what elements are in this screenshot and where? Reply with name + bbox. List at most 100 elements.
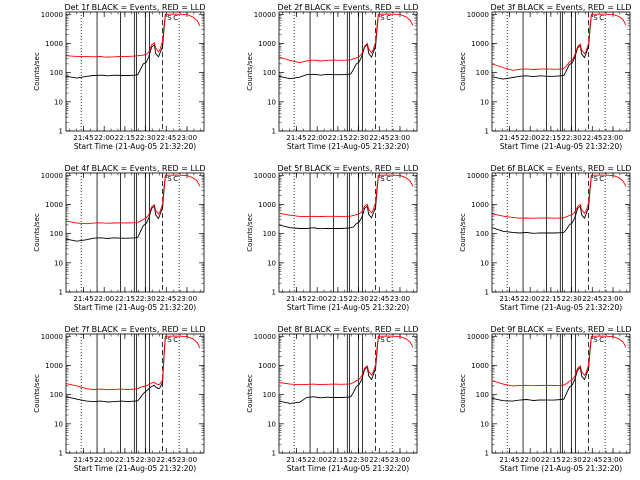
y-tick-label: 10000 xyxy=(254,172,276,180)
detector-panel-5: Det 5f BLACK = Events, RED = LLD 1 10 100 10… xyxy=(246,164,419,312)
y-tick-label: 100 xyxy=(50,391,63,399)
y-axis-label: Counts/sec xyxy=(246,52,254,91)
panel-title: Det 4f BLACK = Events, RED = LLD xyxy=(64,164,205,173)
series-lld xyxy=(492,174,627,219)
x-tick-label: 22:30 xyxy=(348,295,368,303)
y-tick-label: 1 xyxy=(485,450,489,458)
x-tick-label: 22:15 xyxy=(328,134,348,142)
y-tick-label: 1000 xyxy=(258,201,276,209)
y-tick-label: 1000 xyxy=(45,362,63,370)
event-marker-label: C xyxy=(599,175,604,183)
panel-title: Det 9f BLACK = Events, RED = LLD xyxy=(490,325,631,334)
y-tick-label: 100 xyxy=(263,230,276,238)
y-tick-label: 1 xyxy=(272,128,276,136)
x-tick-label: 22:15 xyxy=(541,134,561,142)
x-axis-label: Start Time (21-Aug-05 21:32:20) xyxy=(74,303,196,312)
series-events xyxy=(66,336,166,403)
series-events xyxy=(492,14,592,80)
x-tick-label: 21:45 xyxy=(73,134,93,142)
y-tick-label: 1000 xyxy=(45,40,63,48)
x-axis-label: Start Time (21-Aug-05 21:32:20) xyxy=(500,464,622,473)
series-lld xyxy=(66,335,201,391)
detector-panel-1: Det 1f BLACK = Events, RED = LLD 1 10 100 10… xyxy=(33,3,206,151)
detector-panel-2: Det 2f BLACK = Events, RED = LLD 1 10 100 10… xyxy=(246,3,419,151)
plot-frame xyxy=(278,172,418,293)
event-marker-label: S xyxy=(593,175,598,183)
event-marker-label: C xyxy=(173,175,178,183)
x-tick-label: 22:15 xyxy=(328,456,348,464)
x-tick-label: 22:15 xyxy=(115,295,135,303)
x-tick-label: 21:45 xyxy=(286,295,306,303)
x-axis-label: Start Time (21-Aug-05 21:32:20) xyxy=(287,142,409,151)
y-axis-label: Counts/sec xyxy=(459,52,467,91)
series-lld xyxy=(279,13,414,64)
x-tick-label: 22:15 xyxy=(115,456,135,464)
x-tick-label: 23:00 xyxy=(603,456,623,464)
x-tick-label: 21:45 xyxy=(73,456,93,464)
x-tick-label: 21:45 xyxy=(286,134,306,142)
y-tick-label: 1000 xyxy=(258,40,276,48)
y-tick-label: 1 xyxy=(59,450,63,458)
y-tick-label: 100 xyxy=(476,69,489,77)
y-tick-label: 10000 xyxy=(467,11,489,19)
series-events xyxy=(279,14,379,80)
y-tick-label: 100 xyxy=(50,69,63,77)
series-lld xyxy=(66,174,201,225)
x-tick-label: 22:30 xyxy=(135,456,155,464)
panel-title: Det 1f BLACK = Events, RED = LLD xyxy=(64,3,205,12)
y-tick-label: 1000 xyxy=(471,201,489,209)
y-tick-label: 10 xyxy=(267,259,276,267)
y-tick-label: 10000 xyxy=(41,11,63,19)
x-tick-label: 23:00 xyxy=(390,456,410,464)
x-tick-label: 22:30 xyxy=(135,134,155,142)
panel-title: Det 2f BLACK = Events, RED = LLD xyxy=(277,3,418,12)
y-tick-label: 10 xyxy=(480,420,489,428)
y-axis-label: Counts/sec xyxy=(33,374,41,413)
x-tick-label: 23:00 xyxy=(603,134,623,142)
y-tick-label: 10 xyxy=(480,98,489,106)
y-axis-label: Counts/sec xyxy=(33,52,41,91)
x-tick-label: 22:00 xyxy=(94,456,114,464)
y-tick-label: 100 xyxy=(263,69,276,77)
y-tick-label: 1000 xyxy=(258,362,276,370)
plot-frame xyxy=(491,333,631,454)
y-tick-label: 100 xyxy=(476,230,489,238)
x-tick-label: 22:00 xyxy=(520,134,540,142)
x-tick-label: 22:00 xyxy=(520,456,540,464)
x-tick-label: 22:30 xyxy=(561,295,581,303)
y-tick-label: 10 xyxy=(480,259,489,267)
event-marker-label: S xyxy=(167,175,172,183)
x-tick-label: 22:45 xyxy=(582,295,602,303)
series-lld xyxy=(279,174,414,217)
y-tick-label: 10000 xyxy=(41,172,63,180)
y-tick-label: 10000 xyxy=(467,172,489,180)
x-tick-label: 22:00 xyxy=(307,456,327,464)
x-tick-label: 22:15 xyxy=(115,134,135,142)
y-axis-label: Counts/sec xyxy=(459,374,467,413)
plot-frame xyxy=(278,11,418,132)
y-tick-label: 100 xyxy=(476,391,489,399)
event-marker-label: C xyxy=(173,336,178,344)
x-tick-label: 23:00 xyxy=(177,134,197,142)
series-lld xyxy=(66,13,201,58)
panel-title: Det 5f BLACK = Events, RED = LLD xyxy=(277,164,418,173)
series-events xyxy=(492,336,592,402)
event-marker-label: S xyxy=(167,336,172,344)
x-tick-label: 21:45 xyxy=(499,456,519,464)
x-tick-label: 23:00 xyxy=(177,456,197,464)
series-events xyxy=(279,336,379,404)
detector-panel-4: Det 4f BLACK = Events, RED = LLD 1 10 100 10… xyxy=(33,164,206,312)
x-tick-label: 22:45 xyxy=(369,295,389,303)
x-axis-label: Start Time (21-Aug-05 21:32:20) xyxy=(500,142,622,151)
x-tick-label: 22:45 xyxy=(156,134,176,142)
detector-panel-9: Det 9f BLACK = Events, RED = LLD 1 10 100 10… xyxy=(459,325,632,473)
x-tick-label: 22:30 xyxy=(348,456,368,464)
plot-frame xyxy=(278,333,418,454)
y-axis-label: Counts/sec xyxy=(246,213,254,252)
series-events xyxy=(279,175,379,230)
event-marker-label: S xyxy=(380,14,385,22)
x-tick-label: 22:45 xyxy=(156,295,176,303)
y-tick-label: 1000 xyxy=(45,201,63,209)
y-tick-label: 10 xyxy=(54,259,63,267)
